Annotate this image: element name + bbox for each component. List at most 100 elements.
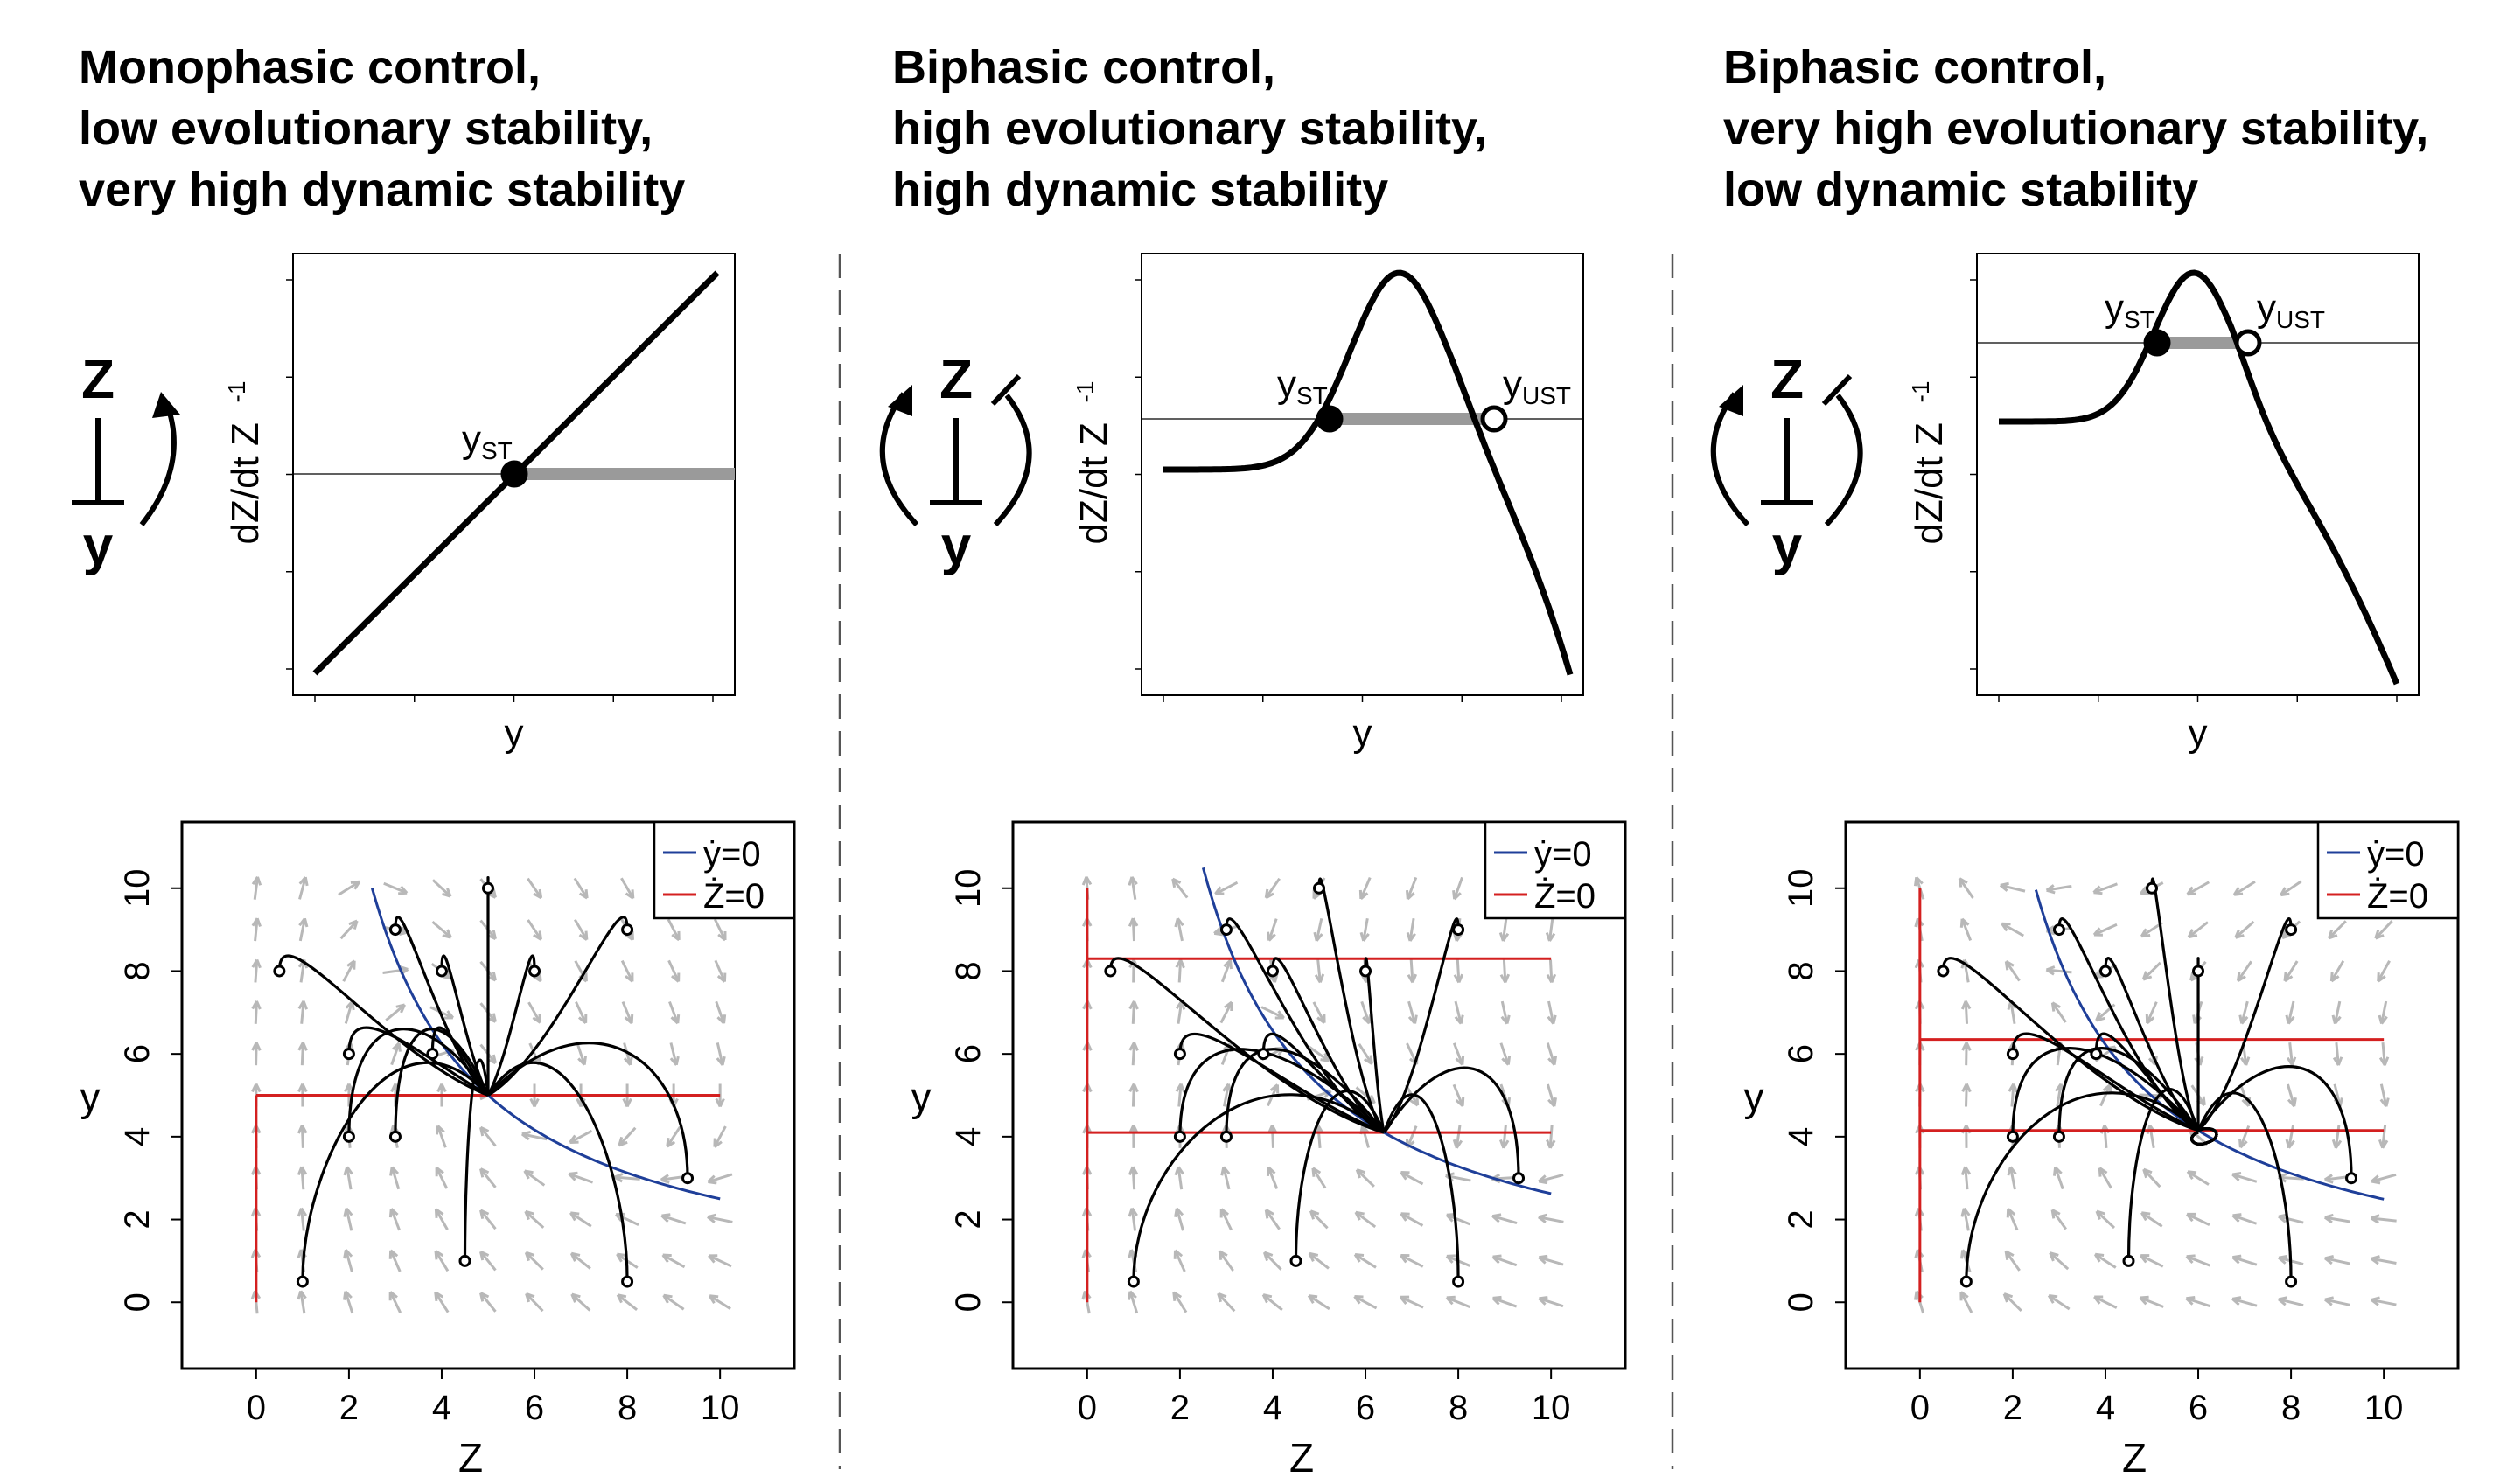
trajectory-start-point: [681, 1172, 695, 1185]
vector-field-arrowhead: [297, 1042, 308, 1051]
vector-field-arrow: [1400, 1295, 1424, 1309]
fixed-point-label-sub: UST: [1522, 382, 1571, 409]
vector-field-arrowhead: [297, 1207, 308, 1217]
vector-field-arrow: [2056, 1083, 2063, 1107]
vector-field-arrow: [1453, 876, 1463, 900]
vector-field-arrow: [1446, 1213, 1470, 1226]
vector-field-arrow: [2377, 960, 2391, 982]
vector-field-arrowhead: [1546, 973, 1557, 984]
vector-field-arrow: [1219, 1208, 1233, 1231]
x-tick-label: 4: [432, 1389, 451, 1427]
vector-field-arrowhead: [716, 1014, 727, 1025]
regulation-motif: Zy: [1710, 350, 1863, 576]
y-tick-label: 8: [118, 961, 157, 980]
vector-field-arrowhead: [2328, 929, 2338, 940]
vector-field-arrow: [253, 876, 259, 900]
vector-field-arrowhead: [1961, 1042, 1972, 1051]
legend-label: Ż=0: [1534, 876, 1596, 916]
vector-field-arrowhead: [1175, 1083, 1185, 1093]
trajectory-start-point: [621, 923, 634, 937]
vector-field-arrow: [667, 918, 681, 941]
vector-field-arrowhead: [2050, 1001, 2061, 1012]
vector-field-arrow: [2048, 1294, 2071, 1311]
vector-field-arrowhead: [1171, 877, 1182, 888]
vector-field-arrow: [1171, 878, 1189, 899]
vector-field-arrow: [1309, 1209, 1329, 1230]
vector-field-arrowhead: [1219, 1208, 1230, 1218]
vector-field-arrow: [390, 1167, 401, 1190]
vector-field-arrowhead: [395, 1003, 406, 1014]
vector-field-arrowhead: [2280, 887, 2290, 897]
vector-field-arrow: [1356, 1168, 1375, 1188]
vector-field-arrowhead: [2185, 1254, 2196, 1265]
vector-field-arrow: [2093, 1295, 2118, 1309]
vector-field-arrowhead: [2140, 1211, 2151, 1222]
vector-field-arrow: [2288, 1042, 2294, 1066]
trajectory-start-point: [2285, 1275, 2298, 1288]
vector-field-arrowhead: [2323, 1174, 2334, 1184]
vector-field-arrowhead: [1172, 1291, 1183, 1301]
vector-field-arrow: [2333, 1000, 2342, 1024]
vector-field-arrow: [1177, 1083, 1183, 1107]
x-tick-label: 10: [701, 1389, 740, 1427]
vector-field-arrowhead: [1407, 1014, 1418, 1025]
vector-field-arrowhead: [1959, 917, 1970, 928]
vector-field-arrow: [713, 1125, 727, 1148]
vector-field-arrow: [345, 1208, 353, 1231]
vector-field-arrowhead: [1128, 1207, 1138, 1217]
legend-box: [653, 820, 796, 920]
response-curve: [1163, 269, 1574, 676]
response-x-label: y: [505, 712, 524, 755]
vector-field-arrowhead: [1313, 931, 1323, 942]
vector-field-arrow: [1267, 918, 1278, 942]
vector-field-arrow: [1131, 1167, 1136, 1190]
vector-field-arrow: [715, 1000, 725, 1024]
vector-field-arrowhead: [2231, 1213, 2242, 1223]
vector-field-arrow: [342, 959, 356, 982]
vector-field-arrow: [1177, 1167, 1184, 1190]
x-tick-label: 6: [525, 1389, 544, 1427]
vector-field-arrowhead: [2324, 1255, 2335, 1265]
trajectory: [1271, 957, 1386, 1134]
arrow-head-icon: [888, 385, 912, 416]
trajectory: [1382, 1066, 1520, 1179]
vector-field-arrow: [1214, 881, 1239, 895]
vector-field-arrow: [300, 1042, 304, 1066]
vector-field-arrowhead: [622, 1097, 632, 1108]
vector-field-arrow: [1175, 1208, 1184, 1231]
vector-field-arrowhead: [1445, 1295, 1456, 1306]
vector-field-arrowhead: [661, 1253, 672, 1264]
vector-field-arrowhead: [343, 1166, 353, 1176]
vector-field-arrowhead: [2285, 1014, 2295, 1025]
trajectory-start-point: [1173, 1048, 1186, 1061]
vector-field-arrowhead: [1455, 1056, 1465, 1066]
vector-field-arrow: [707, 1216, 733, 1223]
trajectory: [301, 1061, 490, 1282]
vector-field-arrow: [479, 1209, 497, 1230]
vector-field-arrow: [2049, 1251, 2070, 1271]
trajectory: [277, 954, 489, 1097]
trajectory: [1108, 957, 1385, 1134]
vector-field-arrow: [435, 1167, 449, 1189]
vector-field-arrowhead: [1358, 889, 1369, 901]
vector-field-arrowhead: [716, 972, 727, 983]
vector-field-arrow: [2280, 880, 2302, 896]
vector-field-arrow: [570, 1252, 591, 1270]
vector-field-arrowhead: [2002, 1292, 2014, 1303]
vector-field-arrow: [385, 1003, 406, 1021]
vector-field-arrowhead: [2379, 1097, 2390, 1108]
vector-field-arrow: [2335, 1042, 2340, 1066]
vector-field-arrowhead: [251, 876, 262, 886]
vector-field-arrow: [1128, 1291, 1139, 1314]
vector-field-arrow: [523, 1169, 546, 1187]
legend: ẏ=0Ż=0: [1484, 820, 1627, 920]
vector-field-arrow: [707, 1173, 733, 1183]
vector-field-arrowhead: [2095, 1209, 2105, 1220]
motif-node-z: Z: [81, 350, 115, 410]
fixed-point-label-main: y: [2257, 287, 2276, 330]
vector-field-arrow: [1454, 1000, 1463, 1024]
vector-field-arrow: [1308, 1045, 1330, 1062]
vector-field-arrow: [1964, 1167, 1969, 1190]
vector-field-arrow: [2008, 1167, 2016, 1190]
